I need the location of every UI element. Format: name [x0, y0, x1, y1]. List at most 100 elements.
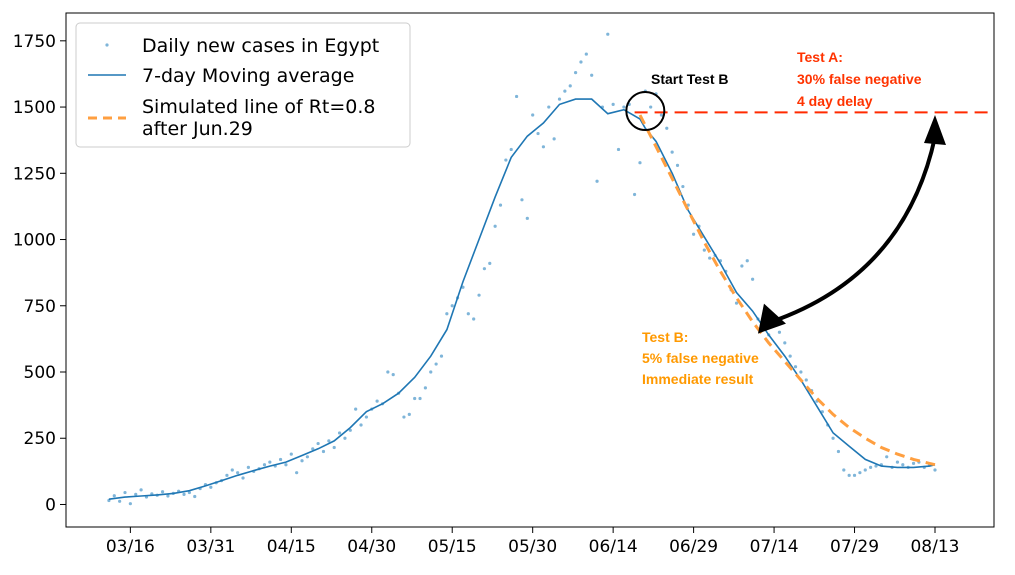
scatter-point [552, 137, 556, 141]
scatter-point [708, 256, 712, 260]
scatter-point [348, 428, 352, 432]
scatter-point [236, 471, 240, 475]
annotation-test-b-line1: 5% false negative [642, 350, 759, 366]
scatter-point [246, 465, 250, 469]
annotation-start-test-b: Start Test B [651, 71, 729, 87]
scatter-point [509, 147, 513, 152]
scatter-point [536, 131, 540, 136]
comparison-arrow-shaft [771, 136, 937, 324]
scatter-point [429, 370, 433, 374]
scatter-point [311, 447, 315, 451]
scatter-point [783, 341, 787, 345]
scatter-point [788, 354, 792, 358]
y-tick-label: 1750 [13, 32, 56, 52]
scatter-point [402, 415, 406, 419]
scatter-point [482, 267, 487, 271]
annotation-test-a-line1: 30% false negative [797, 71, 922, 87]
scatter-point [182, 492, 186, 497]
scatter-point [289, 452, 293, 456]
scatter-point [477, 293, 481, 297]
scatter-point [466, 312, 470, 316]
scatter-point [573, 71, 578, 75]
scatter-point [734, 301, 739, 305]
scatter-point [498, 203, 503, 207]
x-tick-label: 04/30 [347, 537, 396, 557]
x-tick-label: 07/29 [830, 537, 879, 557]
scatter-point [799, 370, 803, 374]
scatter-point [885, 455, 889, 459]
x-tick-label: 04/15 [267, 537, 316, 557]
scatter-point [295, 471, 299, 475]
annotation-test-b-title: Test B: [642, 329, 688, 345]
scatter-point [611, 102, 615, 107]
legend-label-moving-average: 7-day Moving average [142, 65, 354, 87]
scatter-point [874, 464, 878, 468]
annotation-test-b-line2: Immediate result [642, 371, 754, 387]
scatter-point [740, 264, 744, 268]
scatter-point [852, 473, 857, 477]
scatter-point [359, 423, 363, 427]
scatter-point [268, 460, 272, 464]
x-tick-label: 03/31 [186, 537, 235, 557]
scatter-point [300, 459, 304, 463]
scatter-point [793, 365, 798, 369]
scatter-point [568, 84, 572, 88]
scatter-point [702, 248, 706, 252]
arrow-head-lower [757, 303, 786, 334]
x-tick-label: 06/29 [669, 537, 718, 557]
scatter-point [332, 445, 336, 450]
scatter-point [112, 494, 116, 498]
start-test-b-circle [625, 91, 666, 132]
scatter-point [584, 52, 588, 56]
scatter-point [541, 145, 546, 149]
scatter-point [869, 465, 873, 469]
scatter-point [139, 488, 143, 492]
scatter-point [681, 184, 685, 189]
scatter-point [847, 473, 851, 477]
scatter-point [423, 386, 427, 390]
annotation-overlays [625, 91, 989, 334]
scatter-point [520, 198, 524, 202]
moving-average-line [108, 98, 936, 500]
text-annotations: Start Test B Test A: 30% false negative … [642, 49, 922, 387]
scatter-point [616, 147, 621, 152]
scatter-point [418, 396, 422, 401]
scatter-point [391, 373, 395, 377]
scatter-point [504, 158, 508, 162]
scatter-point [166, 494, 170, 498]
legend-label-daily-cases: Daily new cases in Egypt [142, 35, 379, 57]
y-tick-label: 750 [24, 297, 56, 317]
y-tick-label: 1000 [13, 231, 56, 251]
scatter-point [547, 105, 551, 109]
scatter-point [606, 32, 610, 36]
scatter-point [863, 468, 867, 472]
arrow-head-upper [923, 115, 946, 146]
annotation-test-a-line2: 4 day delay [797, 93, 873, 109]
scatter-point [354, 407, 358, 411]
legend-box [75, 22, 411, 148]
legend: Daily new cases in Egypt 7-day Moving av… [75, 22, 411, 148]
scatter-point [777, 330, 782, 334]
scatter-point [321, 449, 326, 454]
scatter-point [557, 97, 562, 101]
scatter-point [284, 463, 288, 467]
scatter-point [445, 312, 449, 316]
scatter-point [118, 499, 122, 503]
x-tick-label: 07/14 [750, 537, 799, 557]
scatter-point [413, 396, 417, 401]
scatter-point [193, 494, 197, 499]
annotation-test-a-title: Test A: [797, 49, 843, 65]
y-tick-label: 0 [45, 495, 56, 515]
scatter-point [128, 502, 132, 506]
x-tick-label: 05/30 [508, 537, 557, 557]
scatter-point [595, 179, 599, 183]
scatter-point [209, 485, 213, 489]
scatter-point [911, 461, 916, 466]
series-daily-cases [107, 32, 937, 506]
scatter-point [343, 436, 347, 440]
x-tick-label: 06/14 [589, 537, 638, 557]
scatter-point [831, 436, 835, 440]
scatter-point [472, 317, 476, 321]
scatter-point [375, 399, 379, 403]
